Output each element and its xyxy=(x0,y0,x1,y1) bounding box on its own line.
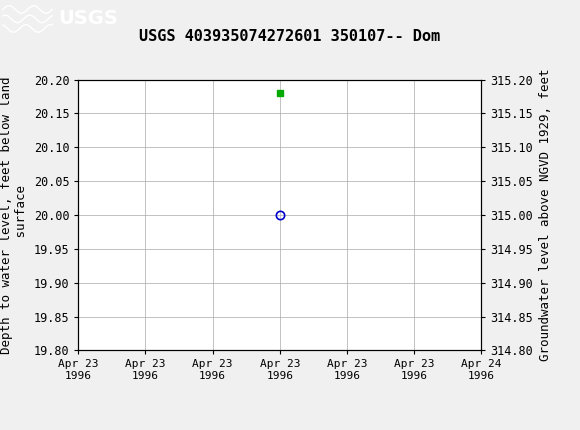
Text: USGS 403935074272601 350107-- Dom: USGS 403935074272601 350107-- Dom xyxy=(139,29,441,44)
Y-axis label: Depth to water level, feet below land
 surface: Depth to water level, feet below land su… xyxy=(0,76,28,354)
Y-axis label: Groundwater level above NGVD 1929, feet: Groundwater level above NGVD 1929, feet xyxy=(539,69,552,361)
Text: USGS: USGS xyxy=(58,9,118,28)
